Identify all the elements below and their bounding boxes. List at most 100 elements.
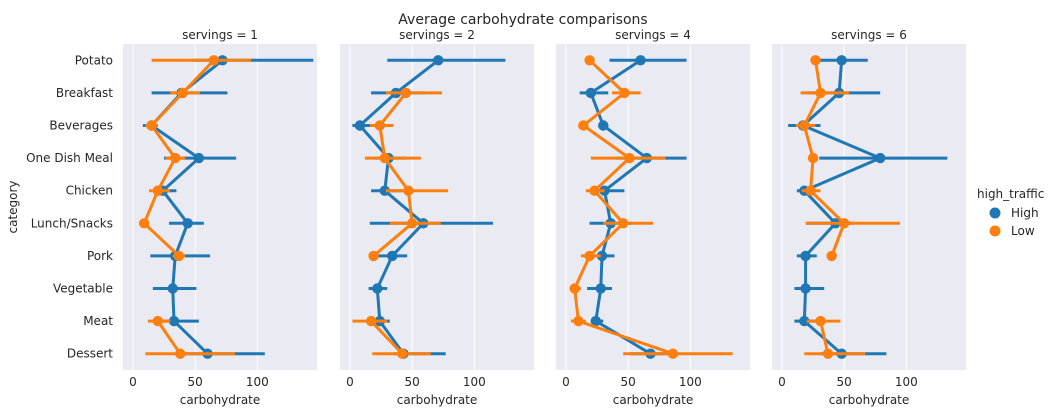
series-line <box>837 58 844 95</box>
data-point <box>815 315 826 327</box>
data-point <box>584 250 595 262</box>
series-line <box>383 189 425 225</box>
y-tick-label: Dessert <box>67 347 113 361</box>
data-point <box>173 250 185 262</box>
y-tick-label: Potato <box>75 53 113 67</box>
data-point <box>635 55 646 66</box>
data-point <box>585 87 597 99</box>
data-point <box>617 218 629 229</box>
data-point <box>573 315 584 327</box>
series-line <box>814 58 822 95</box>
data-point <box>836 55 847 66</box>
data-point <box>193 152 205 164</box>
series-line <box>576 319 675 356</box>
data-point <box>152 185 164 196</box>
series-line <box>372 221 414 258</box>
data-point <box>800 283 811 294</box>
data-point <box>146 120 157 131</box>
y-tick-label: Breakfast <box>56 86 113 100</box>
data-point <box>838 218 850 229</box>
series-line <box>581 91 626 127</box>
data-point <box>396 348 408 359</box>
data-point <box>168 315 180 327</box>
data-point <box>595 283 606 294</box>
x-tick-label: 100 <box>679 375 702 389</box>
data-point <box>619 87 630 99</box>
series-line <box>573 254 592 290</box>
data-point <box>400 87 412 99</box>
x-tick-label: 50 <box>187 375 202 389</box>
x-axis-label: carbohydrate <box>829 393 910 407</box>
y-tick-label: One Dish Meal <box>26 151 113 165</box>
series-line <box>809 156 815 193</box>
series-line <box>173 221 190 258</box>
series-line <box>809 189 846 225</box>
x-axis-label: carbohydrate <box>613 393 694 407</box>
series-line <box>581 124 631 160</box>
series-line <box>171 254 177 290</box>
data-point <box>799 315 810 327</box>
series-line <box>375 254 394 290</box>
data-point <box>138 218 150 229</box>
data-point <box>403 185 414 196</box>
series-line <box>378 319 405 356</box>
data-point <box>167 283 178 294</box>
data-point <box>826 250 837 262</box>
series-line <box>594 287 603 323</box>
series-line <box>383 156 410 193</box>
x-tick-label: 0 <box>778 375 786 389</box>
x-tick-label: 50 <box>836 375 851 389</box>
y-tick-label: Chicken <box>66 184 113 198</box>
data-point <box>433 55 444 66</box>
x-tick-label: 100 <box>895 375 918 389</box>
series-line <box>172 319 210 356</box>
series-line <box>601 124 649 160</box>
series-line <box>589 91 605 127</box>
series-line <box>589 58 643 95</box>
data-point <box>569 283 580 294</box>
data-point <box>152 315 164 327</box>
series-line <box>150 91 185 127</box>
data-point <box>177 87 188 99</box>
data-point <box>182 218 193 229</box>
data-point <box>807 152 819 164</box>
y-axis-label: category <box>6 180 20 233</box>
series-low <box>138 55 252 359</box>
series-line <box>150 124 177 160</box>
series-line <box>593 189 625 225</box>
series-line <box>819 319 830 356</box>
facet-panel-2: servings = 2 0 50 100 carbohydrate <box>340 28 534 407</box>
facet-title: servings = 2 <box>399 28 475 42</box>
series-line <box>406 189 414 225</box>
series-line <box>588 221 625 258</box>
series-line <box>150 124 201 160</box>
legend: high_traffic High Low <box>977 187 1044 238</box>
y-tick-label: Lunch/Snacks <box>31 216 113 230</box>
data-point <box>584 55 595 66</box>
data-point <box>374 120 385 131</box>
legend-marker-high <box>989 207 1001 219</box>
data-point <box>598 120 609 131</box>
legend-marker-low <box>989 225 1001 237</box>
series-line <box>142 189 160 225</box>
data-point <box>874 152 886 164</box>
series-line <box>573 287 580 323</box>
data-point <box>354 120 366 131</box>
facet-title: servings = 6 <box>831 28 907 42</box>
series-line <box>394 58 440 95</box>
data-point <box>805 185 816 196</box>
x-tick-label: 0 <box>562 375 570 389</box>
x-tick-label: 100 <box>246 375 269 389</box>
series-line <box>171 287 176 323</box>
data-point <box>208 55 219 66</box>
series-line <box>378 91 408 127</box>
x-tick-label: 50 <box>404 375 419 389</box>
facet-panel-4: servings = 6 0 50 100 carbohydrate <box>772 28 966 407</box>
data-point <box>596 250 608 262</box>
series-line <box>142 221 181 258</box>
legend-label-low: Low <box>1011 224 1035 238</box>
panel-background <box>340 44 534 370</box>
series-line <box>588 58 626 95</box>
